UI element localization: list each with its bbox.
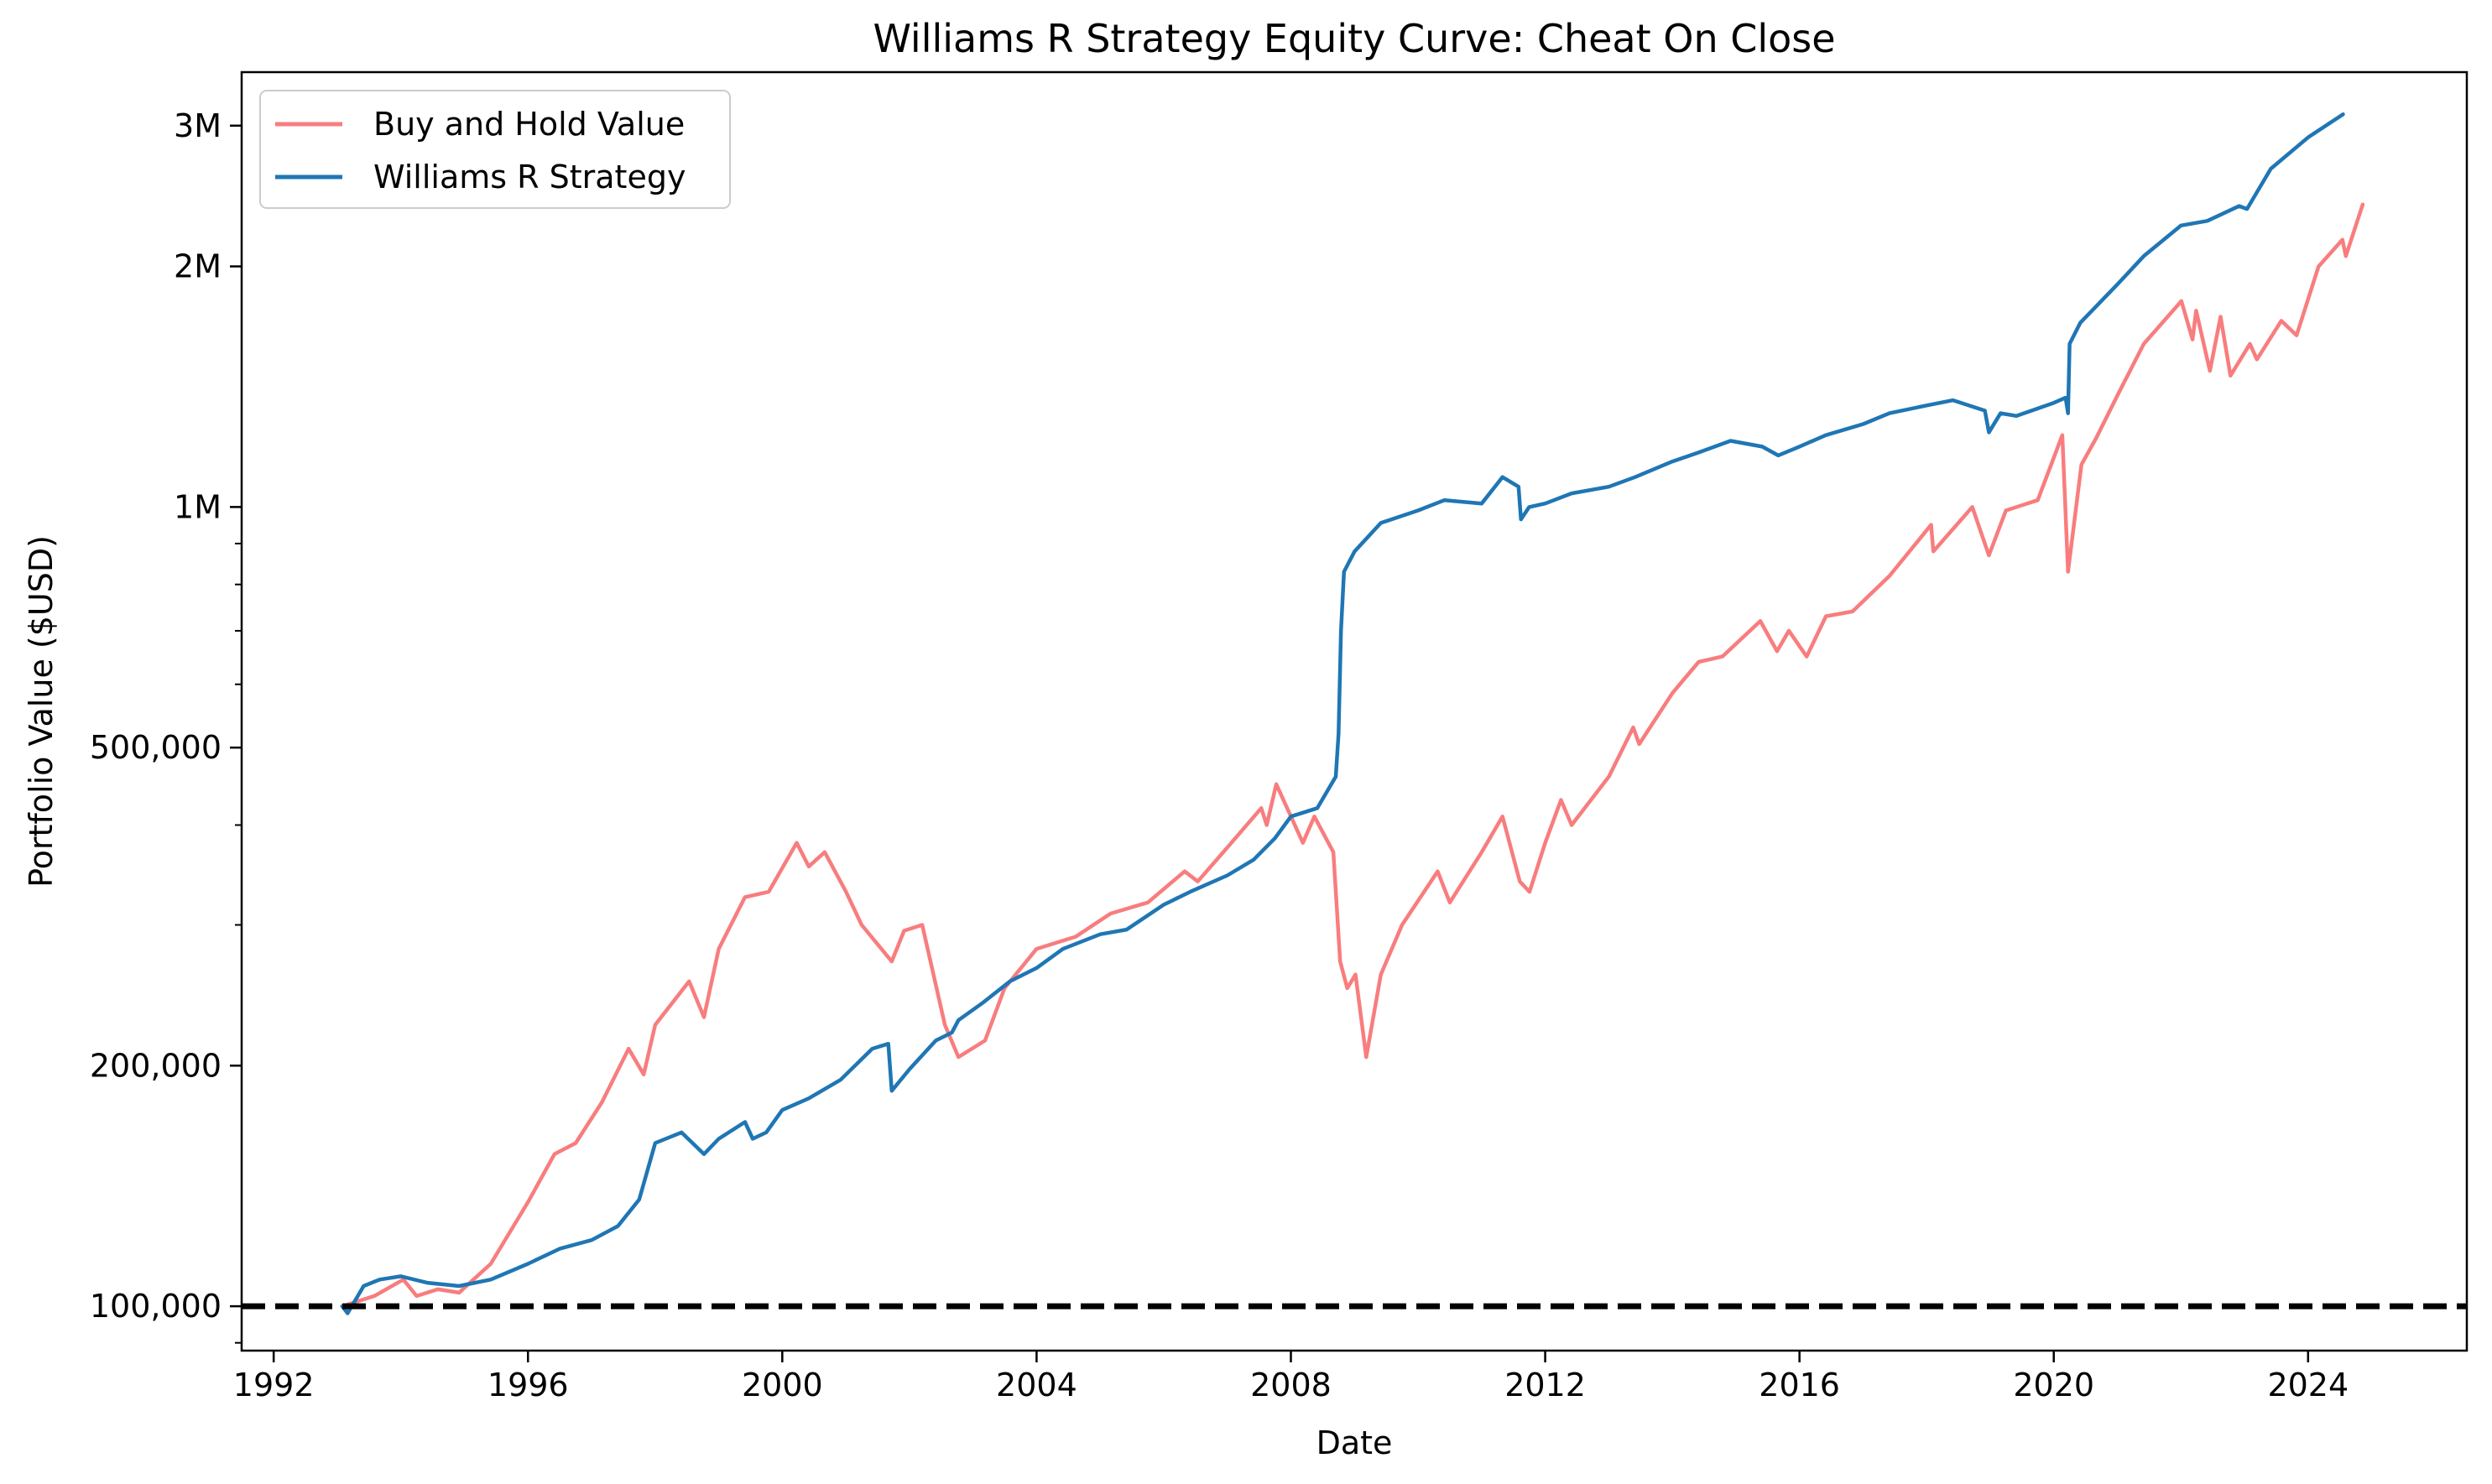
y-tick-label: 500,000	[90, 729, 222, 766]
chart-title: Williams R Strategy Equity Curve: Cheat …	[873, 16, 1835, 61]
y-tick-label: 3M	[174, 107, 222, 144]
legend-frame	[259, 90, 731, 209]
x-tick-label: 2000	[742, 1367, 823, 1403]
plot-area-frame	[240, 70, 2469, 1352]
y-tick-label: 1M	[174, 488, 222, 525]
series-line-williams-r	[340, 112, 2345, 1315]
series-layer	[340, 112, 2365, 1315]
x-axis-label: Date	[1316, 1424, 1393, 1461]
x-tick-label: 2020	[2013, 1367, 2094, 1403]
x-tick-label: 1996	[487, 1367, 569, 1403]
y-tick-label: 2M	[174, 248, 222, 285]
legend: Buy and Hold Value Williams R Strategy	[259, 90, 731, 209]
x-tick-label: 2008	[1250, 1367, 1332, 1403]
series-line-buy-and-hold	[340, 202, 2365, 1309]
y-axis-label: Portfolio Value ($USD)	[23, 535, 60, 888]
x-tick-label: 1992	[233, 1367, 315, 1403]
y-tick-label: 100,000	[90, 1288, 222, 1325]
legend-label-williams-r: Williams R Strategy	[373, 159, 686, 195]
x-tick-label: 2012	[1504, 1367, 1586, 1403]
legend-label-buy-and-hold: Buy and Hold Value	[373, 106, 685, 143]
x-tick-label: 2024	[2267, 1367, 2349, 1403]
x-tick-label: 2004	[996, 1367, 1077, 1403]
y-tick-label: 200,000	[90, 1047, 222, 1084]
x-tick-label: 2016	[1759, 1367, 1840, 1403]
axis-ticks: 1992 1996 2000 2004 2008 2012 2016 2020 2024 100,…	[90, 107, 2349, 1403]
